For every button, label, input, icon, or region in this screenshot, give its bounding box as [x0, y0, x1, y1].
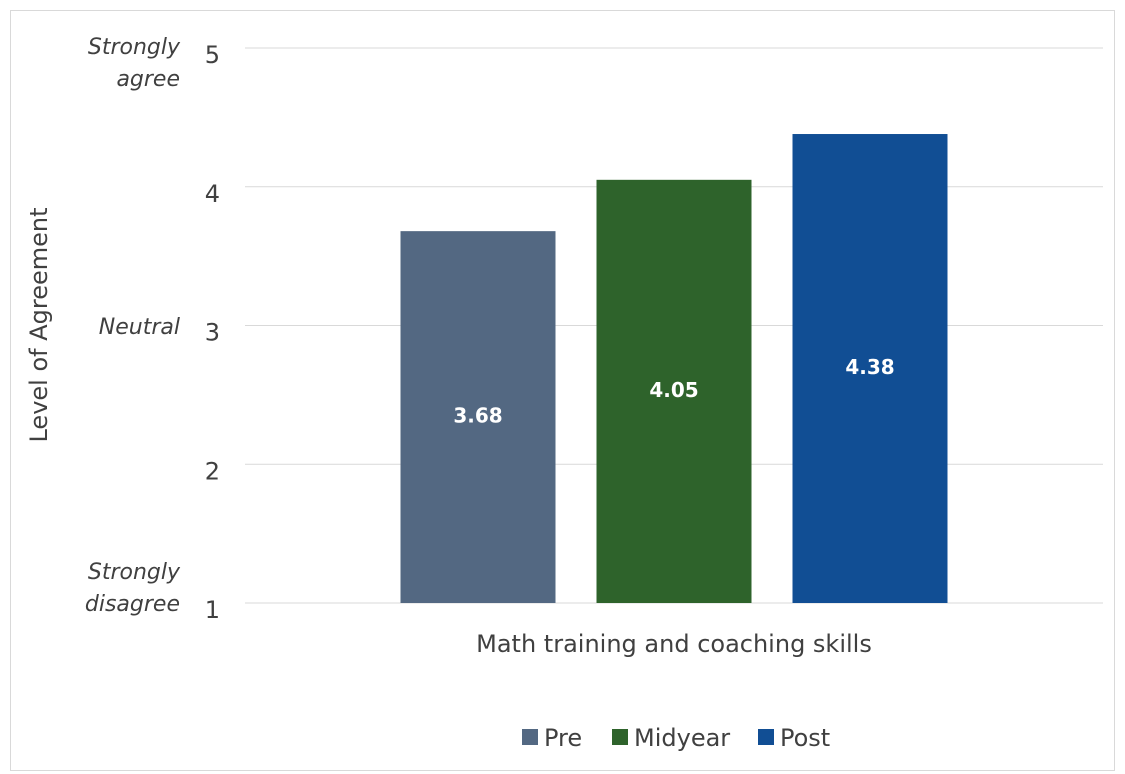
data-label: 4.38 [845, 355, 894, 379]
bar [596, 179, 752, 603]
bar [792, 134, 948, 603]
x-tick-label: Math training and coaching skills [476, 630, 872, 658]
y-annotation: Neutral [98, 314, 180, 340]
legend-swatch [522, 729, 538, 745]
y-tick-label: 3 [205, 319, 220, 347]
bar [400, 231, 556, 603]
y-tick-label: 4 [205, 180, 220, 208]
y-tick-label: 5 [205, 41, 220, 69]
legend-label: Pre [544, 724, 582, 752]
legend-swatch [758, 729, 774, 745]
y-tick-label: 1 [205, 596, 220, 624]
data-label: 3.68 [453, 404, 502, 428]
legend-label: Post [780, 724, 830, 752]
legend-swatch [612, 729, 628, 745]
y-annotation: Strongly agree [87, 35, 180, 92]
data-label: 4.05 [649, 378, 698, 402]
legend-label: Midyear [634, 724, 730, 752]
y-tick-label: 2 [205, 457, 220, 485]
y-axis-title: Level of Agreement [25, 207, 53, 442]
y-annotation: Strongly disagree [84, 560, 180, 617]
